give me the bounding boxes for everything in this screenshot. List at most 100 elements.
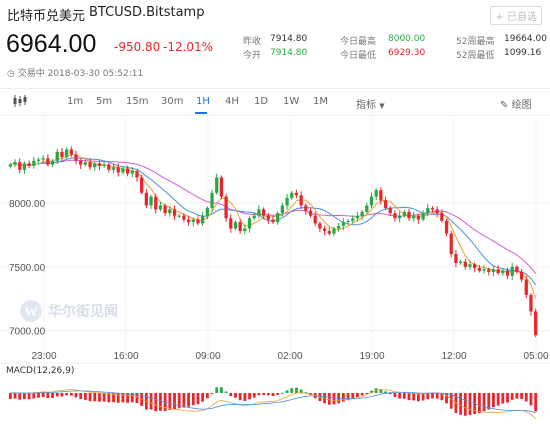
ma-line-20 <box>10 159 537 274</box>
candle-body <box>529 294 533 312</box>
candle-body <box>346 220 350 223</box>
macd-bar <box>534 393 538 412</box>
macd-bar <box>524 393 528 402</box>
candle-body <box>186 219 191 223</box>
candle-body <box>337 225 341 229</box>
candle-body <box>491 269 496 272</box>
candle-body <box>383 200 388 209</box>
y-tick-label: 8000.00 <box>9 199 46 210</box>
price-chart[interactable]: 8000.00 7500.00 7000.00 W 华尔街见闻 23:00 16:00… <box>0 115 550 424</box>
x-tick-label: 12:00 <box>441 351 466 362</box>
candle-body <box>524 279 528 295</box>
tab-timeframe-5m[interactable]: 5m <box>96 96 113 107</box>
chart-grid <box>0 115 550 364</box>
candle-body <box>191 219 195 223</box>
watermark-logo-icon <box>20 300 42 322</box>
candlestick-type-icon[interactable] <box>12 94 28 111</box>
tab-timeframe-4h[interactable]: 4H <box>225 96 239 107</box>
macd-bar <box>398 393 402 399</box>
tab-timeframe-1m[interactable]: 1m <box>67 96 84 107</box>
tab-timeframe-1d[interactable]: 1D <box>254 96 269 107</box>
candle-body <box>374 190 378 197</box>
candle-body <box>257 209 261 216</box>
candle-body <box>407 211 411 219</box>
macd-bar <box>27 393 31 400</box>
tab-timeframe-1mo[interactable]: 1M <box>313 96 328 107</box>
candle-body <box>83 162 88 165</box>
candle-body <box>252 215 256 219</box>
candle-body <box>238 222 242 232</box>
candle-body <box>449 233 453 255</box>
macd-bar <box>356 393 359 398</box>
macd-bar <box>393 393 397 398</box>
day-high-value: 8000.00 <box>388 34 426 44</box>
candle-body <box>50 160 55 165</box>
candle-body <box>135 171 139 178</box>
macd-bar <box>234 393 237 398</box>
macd-bar <box>32 393 36 399</box>
candle-body <box>229 218 233 229</box>
macd-bar <box>210 393 214 394</box>
candle-body <box>355 215 360 219</box>
macd-bar <box>435 393 439 399</box>
candle-body <box>318 223 322 229</box>
tab-timeframe-30m[interactable]: 30m <box>161 96 184 107</box>
instrument-symbol: BTCUSD.Bitstamp <box>89 5 205 20</box>
macd-bar <box>299 389 303 393</box>
macd-bar <box>177 393 181 409</box>
macd-bar <box>388 393 392 395</box>
macd-bar <box>154 393 158 412</box>
macd-label: MACD(12,26,9) <box>6 366 74 376</box>
last-price: 6964.00 <box>6 30 97 58</box>
candle-body <box>205 208 209 216</box>
candle-body <box>93 163 97 168</box>
macd-bar <box>360 393 364 396</box>
tab-timeframe-15m[interactable]: 15m <box>126 96 149 107</box>
candle-body <box>332 228 336 234</box>
tab-timeframe-1w[interactable]: 1W <box>283 96 300 107</box>
macd-bar <box>341 393 345 402</box>
x-tick-label: 16:00 <box>113 351 138 362</box>
candle-body <box>243 228 247 232</box>
candle-body <box>412 215 416 219</box>
macd-bar <box>215 387 219 393</box>
macd-bar <box>238 393 242 401</box>
macd-bar <box>271 393 275 397</box>
candle-body <box>74 154 78 161</box>
candle-body <box>210 192 214 209</box>
macd-bar <box>332 393 336 405</box>
follow-button[interactable]: + 已自选 <box>490 6 542 25</box>
w52-low-label: 52周最低 <box>456 51 495 61</box>
candle-body <box>46 158 50 165</box>
day-low-label: 今日最低 <box>340 51 377 61</box>
moving-average-lines <box>10 154 537 299</box>
candle-body <box>219 177 224 197</box>
candle-body <box>280 205 285 214</box>
macd-bar <box>18 393 22 400</box>
macd-bar <box>46 393 50 399</box>
macd-bar <box>116 393 120 403</box>
macd-bar <box>8 393 12 399</box>
macd-bar <box>365 393 369 394</box>
candle-body <box>69 149 73 155</box>
candle-body <box>426 208 430 214</box>
draw-button[interactable]: ✎ 绘图 <box>500 96 532 111</box>
day-low-value: 6929.30 <box>388 48 426 58</box>
candle-body <box>182 215 186 220</box>
w52-high-label: 52周最高 <box>456 37 495 47</box>
candle-body <box>360 211 364 216</box>
macd-bar <box>416 393 420 402</box>
candle-body <box>163 205 167 214</box>
chart-toolbar: 1m 5m 15m 30m 1H 4H 1D 1W 1M 指标 ▼ ✎ 绘图 <box>0 88 550 116</box>
candle-body <box>501 270 505 274</box>
tab-timeframe-1h[interactable]: 1H <box>196 96 210 107</box>
candle-body <box>397 215 402 219</box>
macd-bar <box>412 393 416 401</box>
macd-bar <box>421 393 425 401</box>
macd-bar <box>276 393 280 395</box>
macd-bar <box>88 393 92 402</box>
candle-body <box>224 196 228 219</box>
indicators-menu[interactable]: 指标 ▼ <box>356 96 385 111</box>
candle-body <box>421 213 425 220</box>
macd-bar <box>187 393 190 407</box>
